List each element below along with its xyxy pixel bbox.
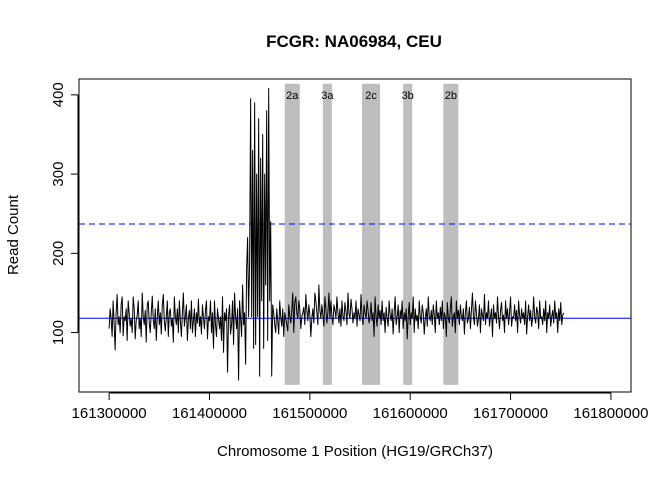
x-tick-label: 161800000 [573, 405, 648, 422]
y-axis-label: Read Count [5, 194, 22, 275]
reference-lines-layer [79, 223, 631, 319]
y-tick-label: 300 [50, 162, 67, 187]
regions-layer: 2a 3a 2c 3b 2b [284, 83, 459, 385]
region-label-2a: 2a [286, 90, 299, 102]
x-tick-label: 161700000 [473, 405, 548, 422]
x-tick-label: 161500000 [272, 405, 347, 422]
region-label-3a: 3a [321, 90, 334, 102]
x-tick-label: 161300000 [72, 405, 147, 422]
chart-title: FCGR: NA06984, CEU [266, 32, 442, 51]
y-tick-label: 100 [50, 320, 67, 345]
region-label-2c: 2c [365, 90, 377, 102]
y-tick-label: 200 [50, 241, 67, 266]
x-tick-label: 161600000 [373, 405, 448, 422]
region-band-2b [443, 83, 459, 385]
series-layer [108, 88, 565, 381]
y-tick-label: 400 [50, 82, 67, 107]
y-axis: 100 200 300 400 [50, 82, 79, 345]
region-band-3a [322, 83, 332, 385]
plot-frame [78, 78, 632, 393]
region-label-3b: 3b [402, 90, 414, 102]
x-axis: 161300000 161400000 161500000 161600000 1617… [72, 392, 648, 422]
region-band-2a [284, 83, 300, 385]
region-label-2b: 2b [445, 90, 457, 102]
x-tick-label: 161400000 [172, 405, 247, 422]
region-band-3b [403, 83, 413, 385]
x-axis-label: Chromosome 1 Position (HG19/GRCh37) [217, 443, 493, 460]
region-band-2c [362, 83, 381, 385]
read-count-series-line [108, 88, 565, 381]
